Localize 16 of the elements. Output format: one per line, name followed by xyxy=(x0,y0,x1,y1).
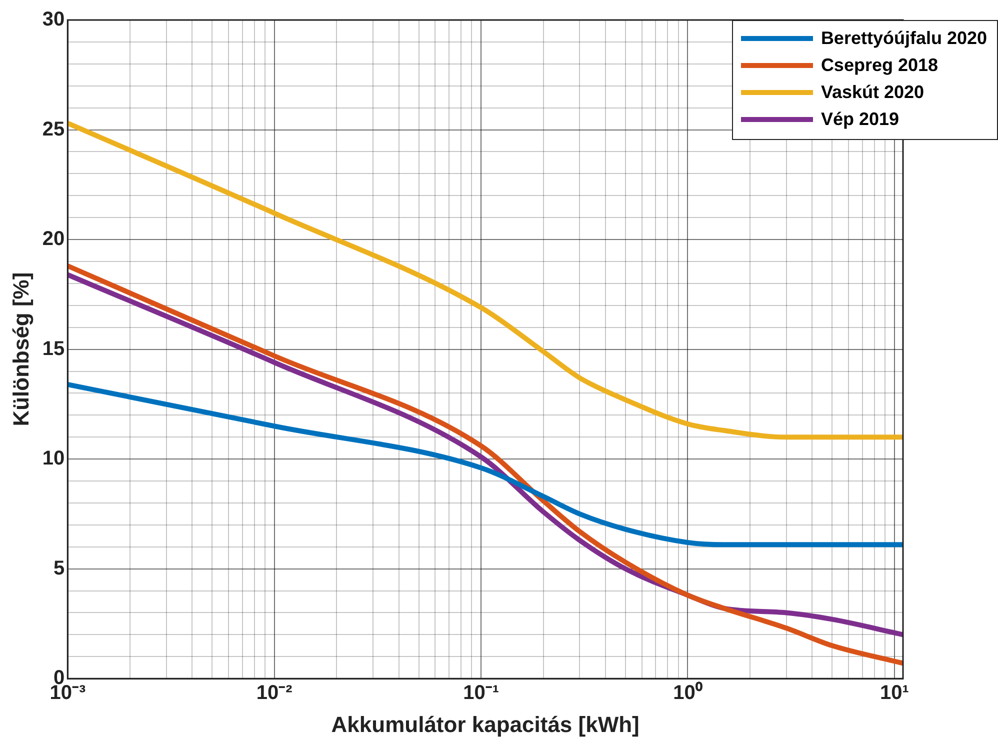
x-axis-title: Akkumulátor kapacitás [kWh] xyxy=(331,712,640,737)
y-tick-label: 10 xyxy=(42,448,65,470)
y-tick-label: 5 xyxy=(54,557,65,580)
x-tick-label: 10¹ xyxy=(880,682,910,704)
y-tick-label: 25 xyxy=(42,118,65,140)
legend-label: Vaskút 2020 xyxy=(820,82,924,103)
y-axis-title: Különbség [%] xyxy=(8,272,34,426)
x-tick-label: 10⁻¹ xyxy=(463,682,500,704)
x-tick-label: 10⁻² xyxy=(256,682,293,704)
y-tick-label: 15 xyxy=(42,338,65,360)
y-tick-label: 20 xyxy=(42,228,65,250)
x-tick-label: 10⁰ xyxy=(673,681,702,704)
legend-label: Vép 2019 xyxy=(820,109,899,130)
legend-label: Csepreg 2018 xyxy=(820,55,938,76)
y-tick-label: 30 xyxy=(42,8,65,31)
legend-label: Berettyóújfalu 2020 xyxy=(820,28,987,49)
